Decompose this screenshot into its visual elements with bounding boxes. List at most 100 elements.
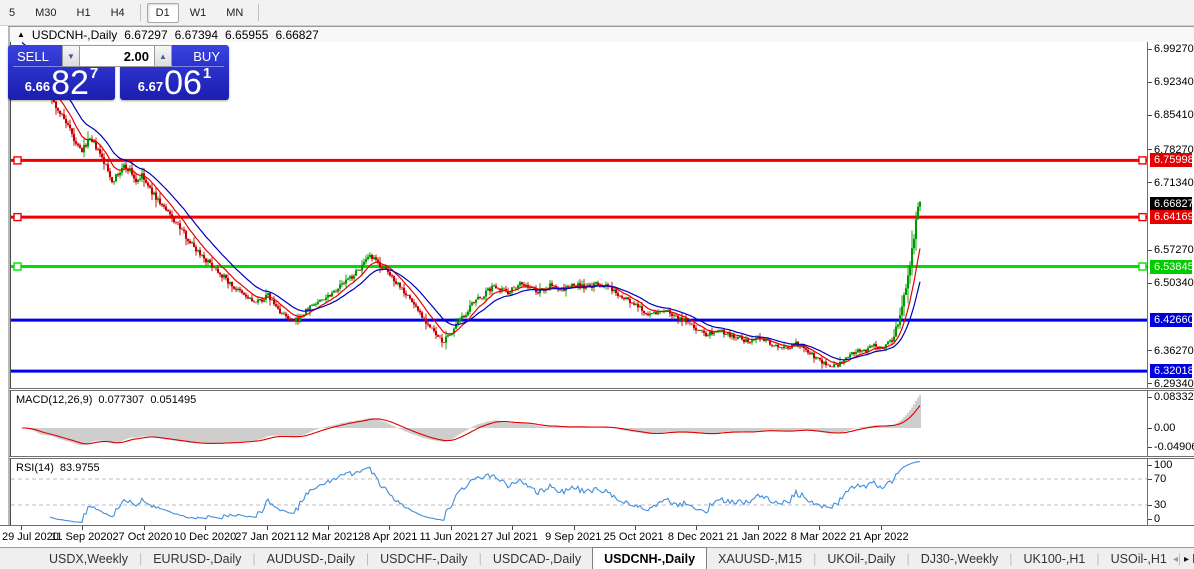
sell-price-sup: 7 bbox=[89, 65, 99, 82]
buy-button[interactable]: BUY bbox=[193, 49, 220, 64]
date-tick bbox=[696, 526, 698, 530]
tab-dj30-weekly[interactable]: DJ30-,Weekly bbox=[920, 551, 999, 566]
sell-button[interactable]: SELL bbox=[17, 49, 49, 64]
hline-handle-left-6.53845[interactable] bbox=[13, 262, 22, 271]
chart-tab-bar: USDX,Weekly | EURUSD-,Daily | AUDUSD-,Daily |… bbox=[0, 547, 1194, 569]
timeframe-button-5[interactable]: 5 bbox=[9, 6, 16, 19]
tab-hk50[interactable]: HK50-, bbox=[1181, 548, 1194, 569]
macd-axis-tick-0.00: 0.00 bbox=[1148, 422, 1175, 434]
ma-fast-line bbox=[21, 47, 921, 365]
y-axis-tick-6.78270: 6.78270 bbox=[1148, 144, 1194, 156]
window-left-edge bbox=[8, 26, 10, 547]
buy-price-sup: 1 bbox=[202, 65, 212, 82]
volume-increase-button[interactable]: ▲ bbox=[154, 45, 172, 67]
rsi-axis: 100 70 30 0 bbox=[1147, 459, 1194, 525]
level-badge-6.42660: 6.42660 bbox=[1150, 313, 1194, 328]
chart-symbol-title: USDCNH-,Daily bbox=[31, 27, 118, 42]
sell-divider bbox=[13, 66, 110, 67]
sell-price[interactable]: 6.66 82 7 bbox=[8, 65, 115, 100]
ohlc-high: 6.67394 bbox=[174, 27, 219, 42]
timeframe-button-mn[interactable]: MN bbox=[226, 6, 244, 19]
tab-ukoil-daily[interactable]: UKOil-,Daily bbox=[827, 551, 896, 566]
date-tick bbox=[389, 526, 391, 530]
date-label-11-Sep-2020: 11 Sep 2020 bbox=[51, 531, 113, 543]
macd-axis-tick--0.049068: -0.049068 bbox=[1148, 441, 1194, 453]
rsi-name: RSI(14) bbox=[16, 462, 54, 474]
tab-scroll-right-icon[interactable]: ▸ bbox=[1183, 553, 1189, 565]
buy-price-big: 06 bbox=[164, 64, 202, 102]
date-tick bbox=[819, 526, 821, 530]
tab-usdcnh-daily[interactable]: USDCNH-,Daily bbox=[592, 547, 708, 569]
tab-xauusd-m15[interactable]: XAUUSD-,M15 bbox=[718, 551, 803, 566]
timeframe-button-d1[interactable]: D1 bbox=[146, 2, 179, 23]
y-axis-tick-6.57270: 6.57270 bbox=[1148, 244, 1194, 256]
tab-audusd-daily[interactable]: AUDUSD-,Daily bbox=[266, 551, 355, 566]
panel-divider-rsi[interactable] bbox=[9, 456, 1194, 459]
timeframe-button-h1[interactable]: H1 bbox=[76, 6, 91, 19]
timeframe-button-m30[interactable]: M30 bbox=[35, 6, 57, 19]
tab-separator: | bbox=[906, 551, 910, 566]
buy-price[interactable]: 6.67 06 1 bbox=[120, 64, 229, 102]
macd-signal-line bbox=[22, 405, 921, 445]
ohlc-open: 6.67297 bbox=[124, 27, 168, 42]
date-tick bbox=[205, 526, 207, 530]
date-axis: 29 Jul 2020 11 Sep 2020 27 Oct 2020 10 Dec … bbox=[0, 525, 1194, 547]
tab-scroll-left-icon[interactable]: ◂ bbox=[1172, 553, 1178, 565]
macd-name: MACD(12,26,9) bbox=[16, 394, 93, 406]
date-label-8-Dec-2021: 8 Dec 2021 bbox=[667, 531, 725, 543]
tab-separator: | bbox=[478, 551, 482, 566]
macd-label: MACD(12,26,9) 0.077307 0.051495 bbox=[16, 394, 196, 406]
date-label-27-Jul-2021: 27 Jul 2021 bbox=[480, 531, 538, 543]
date-label-21-Apr-2022: 21 Apr 2022 bbox=[849, 531, 909, 543]
y-axis-tick-6.36270: 6.36270 bbox=[1148, 345, 1194, 357]
date-tick bbox=[82, 526, 84, 530]
timeframe-button-w1[interactable]: W1 bbox=[189, 6, 207, 19]
date-tick bbox=[450, 526, 452, 530]
panel-divider-macd[interactable] bbox=[9, 388, 1194, 391]
current-price-badge-6.66827: 6.66827 bbox=[1150, 197, 1194, 212]
y-axis-tick-6.29340: 6.29340 bbox=[1148, 378, 1194, 390]
timeframe-button-h4[interactable]: H4 bbox=[110, 6, 125, 19]
tab-separator: | bbox=[252, 551, 256, 566]
buy-divider bbox=[125, 66, 224, 67]
date-label-27-Oct-2020: 27 Oct 2020 bbox=[112, 531, 173, 543]
rsi-axis-tick-100: 100 bbox=[1148, 459, 1172, 471]
macd-value-main: 0.077307 bbox=[98, 394, 145, 406]
date-label-11-Jun-2021: 11 Jun 2021 bbox=[419, 531, 480, 543]
tab-uk100-h1[interactable]: UK100-,H1 bbox=[1023, 551, 1086, 566]
hline-handle-right-6.75998[interactable] bbox=[1138, 156, 1147, 165]
date-tick bbox=[757, 526, 759, 530]
hline-handle-left-6.64169[interactable] bbox=[13, 212, 22, 222]
level-badge-6.64169: 6.64169 bbox=[1150, 210, 1194, 225]
date-tick bbox=[143, 526, 145, 530]
volume-decrease-button[interactable]: ▼ bbox=[62, 45, 80, 67]
date-tick bbox=[573, 526, 575, 530]
tab-eurusd-daily[interactable]: EURUSD-,Daily bbox=[153, 551, 242, 566]
collapse-panel-icon[interactable]: ▲ bbox=[17, 29, 25, 39]
rsi-label: RSI(14) 83.9755 bbox=[16, 462, 100, 474]
candlesticks bbox=[20, 56, 922, 369]
hline-handle-right-6.53845[interactable] bbox=[1138, 262, 1147, 271]
hline-handle-left-6.75998[interactable] bbox=[13, 156, 22, 165]
date-label-12-Mar-2021: 12 Mar 2021 bbox=[296, 531, 359, 543]
buy-price-prefix: 6.67 bbox=[137, 79, 164, 94]
tab-usdx-weekly[interactable]: USDX,Weekly bbox=[49, 551, 128, 566]
y-axis-tick-6.50340: 6.50340 bbox=[1148, 277, 1194, 289]
tab-separator: | bbox=[813, 551, 817, 566]
horizontal-line-objects[interactable] bbox=[11, 156, 1148, 373]
rsi-panel bbox=[10, 459, 1148, 525]
hline-handle-right-6.64169[interactable] bbox=[1138, 212, 1147, 222]
toolbar-separator bbox=[258, 4, 260, 21]
sell-card: SELL 6.66 82 7 bbox=[8, 45, 115, 100]
date-label-21-Jan-2022: 21 Jan 2022 bbox=[726, 531, 787, 543]
tab-separator: | bbox=[1177, 551, 1182, 566]
macd-value-signal: 0.051495 bbox=[150, 394, 197, 406]
volume-input[interactable]: 2.00 bbox=[80, 45, 154, 67]
tab-usdchf-daily[interactable]: USDCHF-,Daily bbox=[380, 551, 468, 566]
tab-usoil-h1[interactable]: USOil-,H1 bbox=[1110, 551, 1167, 566]
date-tick bbox=[328, 526, 329, 530]
level-badge-6.32018: 6.32018 bbox=[1150, 364, 1194, 379]
tab-usdcad-daily[interactable]: USDCAD-,Daily bbox=[492, 551, 582, 566]
macd-axis: 0.083325 0.00 -0.049068 bbox=[1147, 391, 1194, 456]
tab-separator: | bbox=[1096, 551, 1100, 566]
